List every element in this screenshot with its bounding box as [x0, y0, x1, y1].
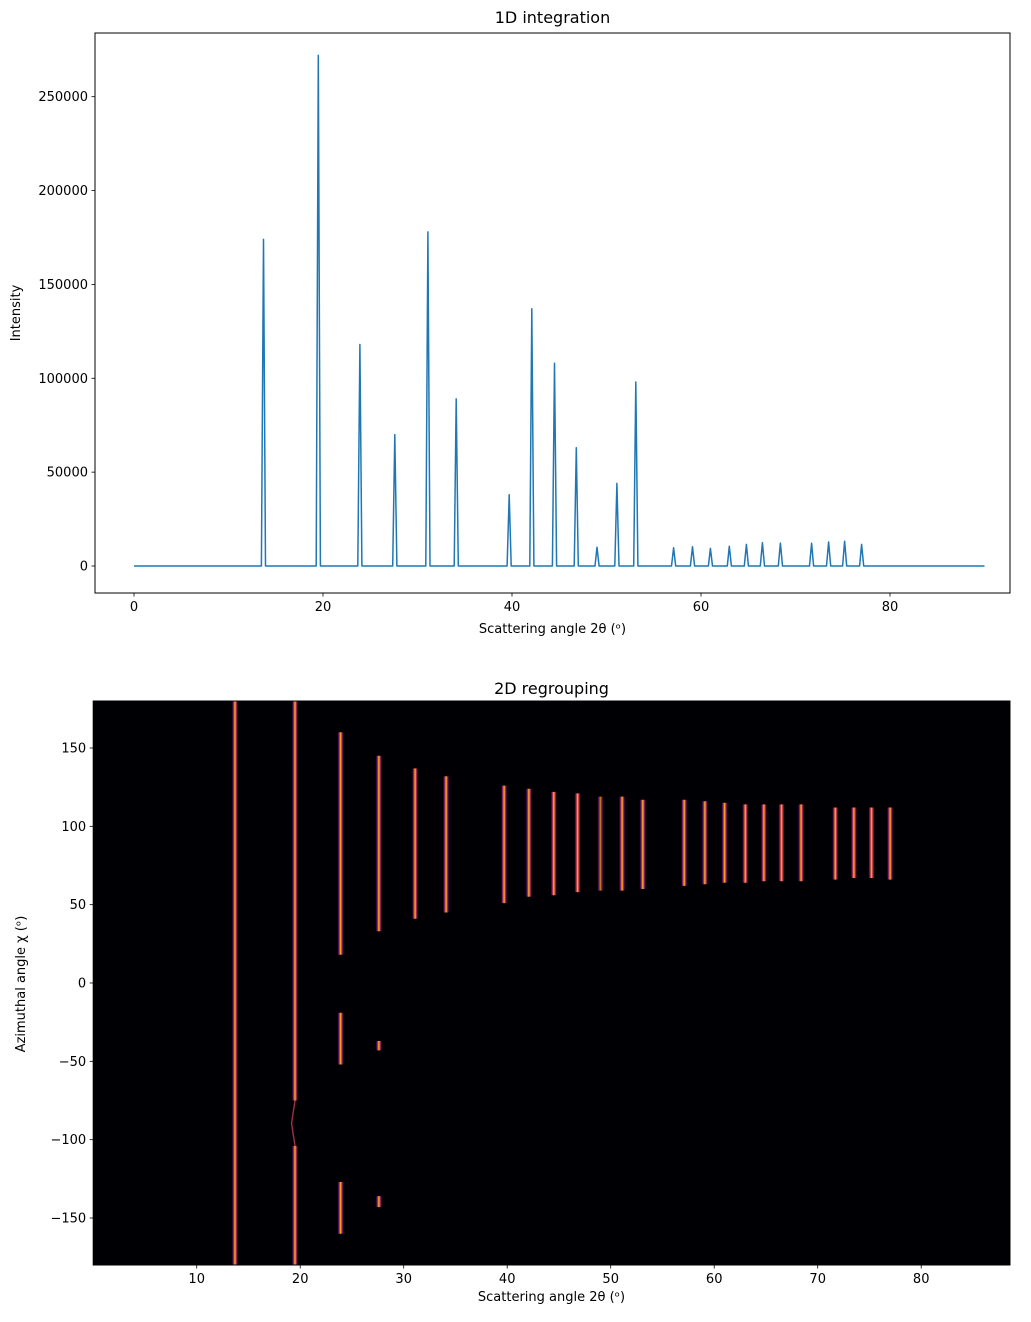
- diffraction-ring-segment: [232, 701, 238, 1265]
- chart2-xlabel: Scattering angle 2θ (ᵒ): [478, 1290, 625, 1305]
- chart1-x-axis-ticks: 0 20 40 60 80: [130, 593, 898, 615]
- diffraction-ring-segment: [619, 796, 626, 891]
- diffraction-ring-segment: [778, 804, 785, 882]
- diffraction-ring-segment: [412, 768, 419, 919]
- y-tick-label: −150: [50, 1212, 86, 1227]
- y-tick-label: −100: [50, 1133, 86, 1148]
- chart2-title: 2D regrouping: [494, 679, 609, 698]
- diffraction-ring-segment: [868, 807, 875, 878]
- y-tick-label: 100000: [38, 372, 88, 387]
- x-tick-label: 40: [504, 600, 521, 615]
- x-tick-label: 20: [315, 600, 332, 615]
- y-tick-label: 50000: [47, 466, 88, 481]
- diffraction-intensity-line: [134, 54, 985, 567]
- diffraction-ring-segment: [375, 1196, 382, 1208]
- diffraction-ring-segment: [887, 807, 894, 880]
- diffraction-ring-segment: [850, 807, 857, 878]
- diffraction-ring-segment: [292, 701, 298, 1101]
- diffraction-ring-segment: [681, 799, 688, 886]
- diffraction-ring-segment: [375, 755, 382, 932]
- x-tick-label: 60: [706, 1272, 723, 1287]
- diffraction-ring-segment: [798, 804, 805, 882]
- diffraction-ring-segment: [375, 1041, 382, 1051]
- y-tick-label: 150: [61, 741, 86, 756]
- x-tick-label: 70: [809, 1272, 826, 1287]
- chart2-ylabel: Azimuthal angle χ (ᵒ): [14, 916, 29, 1053]
- chart1-plot-frame: [94, 32, 1011, 594]
- y-tick-label: 50: [70, 898, 87, 913]
- chart1-y-axis-ticks: 0 50000 100000 150000 200000 250000: [38, 90, 95, 575]
- chart2-y-axis-ticks: 150 100 50 0 −50 −100 −150: [50, 741, 94, 1227]
- y-tick-label: 150000: [38, 278, 88, 293]
- diffraction-ring-segment: [337, 1012, 344, 1065]
- chart2-x-axis-ticks: 10 20 30 40 50 60 70 80: [188, 1265, 929, 1287]
- y-tick-label: 100: [61, 820, 86, 835]
- x-tick-label: 60: [693, 600, 710, 615]
- diffraction-ring-segment: [501, 785, 508, 904]
- y-tick-label: 250000: [38, 90, 88, 105]
- y-tick-label: 0: [78, 977, 86, 992]
- intensity-series-path: [134, 54, 985, 567]
- y-tick-label: −50: [59, 1055, 86, 1070]
- x-tick-label: 80: [882, 600, 899, 615]
- diffraction-ring-segment: [443, 776, 450, 913]
- diffraction-ring-segment: [337, 1182, 344, 1234]
- 2d-regrouping-chart: 2D regrouping 10 20 30 40 50 60 70 80 150 100 50 0…: [14, 679, 1011, 1305]
- ring-gap-chevron: [290, 1100, 296, 1147]
- diffraction-ring-segment: [701, 801, 708, 885]
- diffraction-ring-segment: [337, 732, 344, 955]
- cake-plot-image: [93, 701, 1010, 1265]
- debye-scherrer-stripes: [232, 701, 894, 1265]
- diffraction-ring-segment: [597, 796, 604, 891]
- diffraction-ring-segment: [639, 799, 646, 889]
- x-tick-label: 80: [913, 1272, 930, 1287]
- diffraction-ring-segment: [574, 793, 581, 893]
- x-tick-label: 20: [292, 1272, 309, 1287]
- chart1-ylabel: Intensity: [9, 284, 24, 341]
- y-tick-label: 0: [80, 560, 88, 575]
- x-tick-label: 30: [395, 1272, 412, 1287]
- diffraction-ring-segment: [721, 802, 728, 883]
- diffraction-ring-segment: [760, 804, 767, 882]
- diffraction-ring-segment: [832, 807, 839, 880]
- diffraction-ring-segment: [550, 791, 557, 896]
- x-tick-label: 50: [602, 1272, 619, 1287]
- diffraction-ring-segment: [292, 1145, 298, 1265]
- y-tick-label: 200000: [38, 184, 88, 199]
- x-tick-label: 10: [188, 1272, 205, 1287]
- x-tick-label: 0: [130, 600, 138, 615]
- diffraction-ring-segment: [525, 788, 532, 897]
- x-tick-label: 40: [499, 1272, 516, 1287]
- diffraction-ring-segment: [742, 804, 749, 883]
- 1d-integration-chart: 1D integration 0 20 40 60 80 0 50000 100000 150…: [9, 8, 1011, 637]
- chart1-title: 1D integration: [495, 8, 610, 27]
- chart1-xlabel: Scattering angle 2θ (ᵒ): [479, 622, 626, 637]
